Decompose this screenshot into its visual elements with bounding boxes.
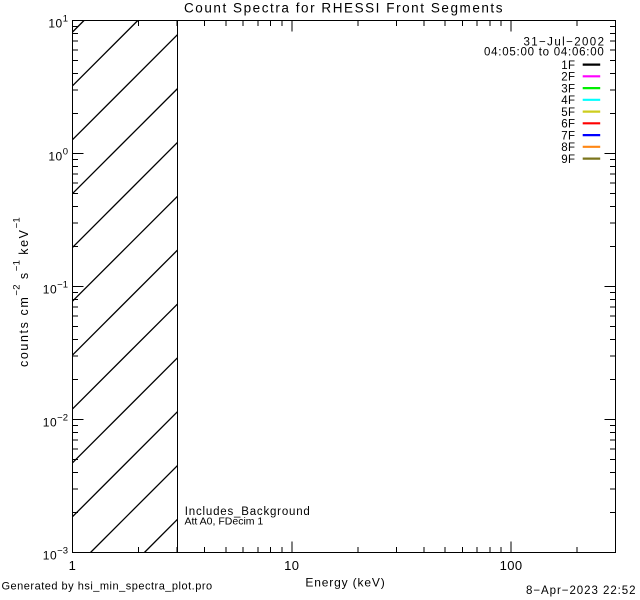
svg-text:7F: 7F	[561, 130, 575, 142]
svg-text:4F: 4F	[561, 95, 575, 107]
svg-text:Generated by hsi_min_spectra_p: Generated by hsi_min_spectra_plot.pro	[2, 581, 213, 593]
svg-text:8F: 8F	[561, 142, 575, 154]
svg-text:100: 100	[500, 558, 523, 573]
svg-text:10: 10	[284, 558, 299, 573]
svg-text:Att A0, FDecim 1: Att A0, FDecim 1	[185, 515, 264, 527]
svg-text:04:05:00 to 04:06:00: 04:05:00 to 04:06:00	[484, 47, 605, 59]
svg-text:6F: 6F	[561, 119, 575, 131]
svg-text:31−Jul−2002: 31−Jul−2002	[523, 37, 605, 49]
svg-text:counts cm−2 s−1 keV−1: counts cm−2 s−1 keV−1	[12, 217, 32, 367]
svg-text:Count Spectra for RHESSI Front: Count Spectra for RHESSI Front Segments	[184, 1, 504, 16]
svg-text:1: 1	[69, 558, 77, 573]
svg-text:8−Apr−2023 22:52: 8−Apr−2023 22:52	[526, 585, 636, 597]
svg-text:1F: 1F	[561, 60, 575, 72]
svg-text:3F: 3F	[561, 83, 575, 95]
svg-text:5F: 5F	[561, 107, 575, 119]
svg-text:Energy (keV): Energy (keV)	[305, 576, 385, 590]
svg-text:2F: 2F	[561, 72, 575, 84]
svg-text:Includes_Background: Includes_Background	[185, 506, 311, 518]
svg-text:9F: 9F	[561, 154, 575, 166]
